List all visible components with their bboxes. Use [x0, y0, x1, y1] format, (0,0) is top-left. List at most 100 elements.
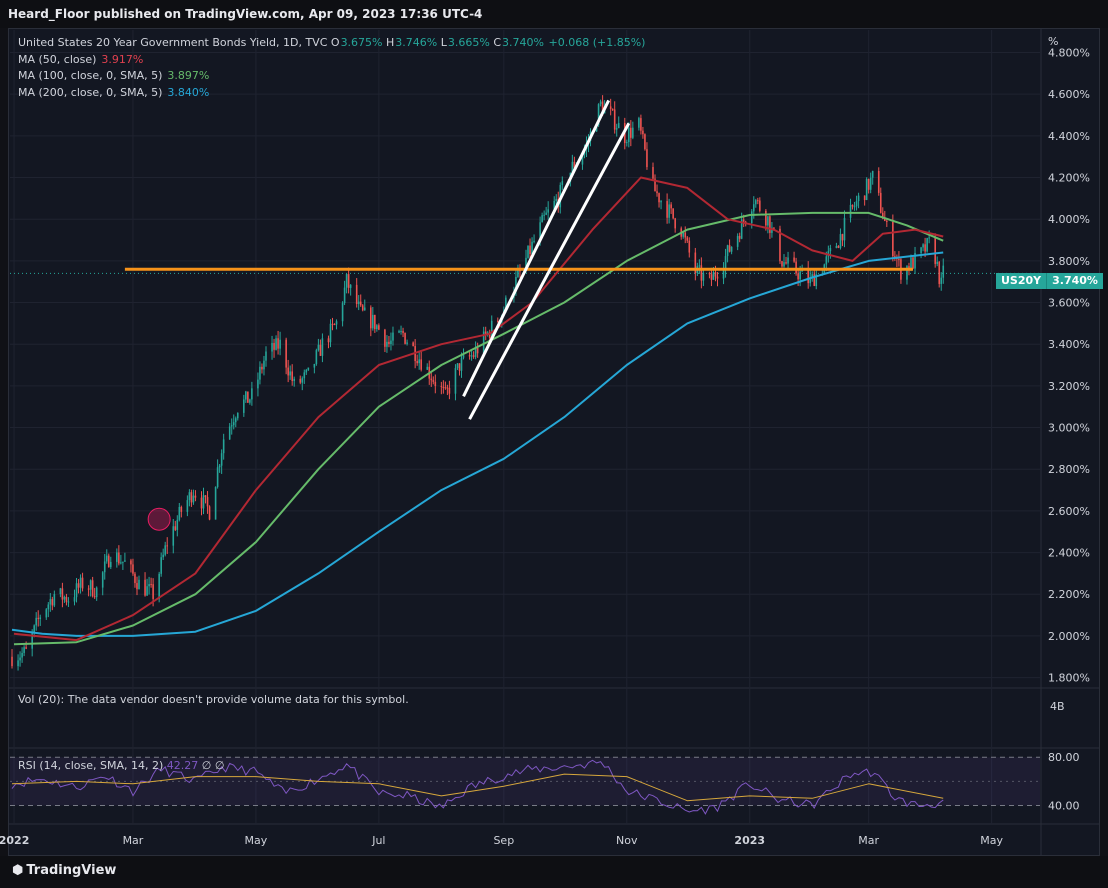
candle-body: [440, 386, 443, 388]
candle-body: [525, 257, 527, 271]
candle-body: [531, 241, 533, 255]
ma100-line: [13, 211, 944, 646]
candle-body: [164, 545, 167, 555]
candle-body: [402, 331, 404, 333]
x-tick-label: Nov: [616, 834, 638, 847]
candle-body: [192, 495, 195, 503]
legend-ma100-row[interactable]: MA (100, close, 0, SMA, 5) 3.897%: [18, 68, 645, 85]
candle-body: [652, 167, 654, 179]
candle-body: [920, 247, 922, 254]
candle-body: [257, 379, 259, 389]
candle-body: [517, 270, 519, 277]
candle-body: [940, 277, 943, 284]
rsi-extra: ∅ ∅: [201, 759, 225, 772]
candle-body: [539, 222, 541, 241]
candle-body: [186, 500, 189, 512]
high-value: 3.746%: [395, 36, 438, 49]
y-tick-label: 2.000%: [1048, 630, 1090, 643]
candle-body: [638, 118, 640, 128]
ma200-value: 3.840%: [167, 85, 210, 99]
candle-body: [251, 388, 253, 400]
y-tick-label: 1.800%: [1048, 672, 1090, 685]
candle-body: [376, 325, 378, 330]
candle-body: [230, 425, 233, 427]
candle-body: [19, 657, 21, 661]
candle-body: [420, 359, 422, 370]
candle-body: [144, 579, 146, 596]
candle-body: [101, 572, 104, 588]
candle-body: [668, 204, 670, 218]
candle-body: [335, 321, 338, 325]
channel-lower-line: [468, 122, 631, 420]
high-label: H: [386, 36, 395, 49]
close-value: 3.740%: [502, 36, 544, 49]
candle-body: [218, 465, 221, 468]
candle-body: [285, 339, 287, 368]
candle-body: [688, 240, 691, 253]
candle-body: [545, 212, 547, 215]
chart-frame[interactable]: [8, 28, 1100, 856]
candle-body: [660, 201, 662, 203]
candle-body: [430, 378, 433, 381]
candle-body: [726, 245, 729, 257]
candle-body: [25, 647, 27, 649]
candle-body: [793, 257, 795, 262]
candle-body: [482, 331, 485, 354]
y-tick-label: 3.800%: [1048, 255, 1090, 268]
candle-body: [640, 118, 642, 131]
y-tick-label: 2.800%: [1048, 463, 1090, 476]
candle-body: [849, 204, 852, 218]
candle-body: [416, 360, 418, 364]
footer-brand[interactable]: ⬢ TradingView: [12, 863, 116, 878]
candle-body: [390, 340, 392, 345]
candle-body: [815, 274, 818, 287]
candle-body: [245, 391, 247, 400]
candle-body: [714, 272, 717, 277]
candle-body: [785, 262, 787, 264]
candle-body: [158, 573, 160, 599]
candle-body: [384, 329, 386, 347]
legend-ma50-row[interactable]: MA (50, close) 3.917%: [18, 52, 645, 69]
candle-body: [148, 584, 150, 587]
candle-body: [134, 573, 136, 584]
candle-body: [472, 355, 475, 357]
candle-body: [615, 128, 618, 130]
candle-body: [708, 273, 711, 275]
candle-body: [109, 561, 112, 568]
last-price-badge: US20Y 3.740%: [996, 273, 1103, 289]
candle-body: [319, 344, 322, 356]
change-value: +0.068 (+1.85%): [548, 36, 646, 49]
candle-body: [470, 355, 473, 357]
annotations-front: [124, 99, 914, 420]
ma50-value: 3.917%: [101, 52, 144, 66]
candle-body: [116, 552, 118, 562]
candle-body: [190, 492, 193, 503]
price-chart[interactable]: 4.800% 4.600% 4.400% 4.200% 4.000% 3.800% 3.60…: [0, 0, 1108, 856]
candle-body: [666, 201, 668, 218]
candle-body: [31, 633, 33, 649]
candle-body: [781, 261, 783, 267]
candle-body: [132, 564, 134, 574]
candle-body: [105, 555, 108, 562]
candle-body: [881, 212, 884, 219]
candle-body: [400, 331, 402, 333]
candle-body: [783, 262, 785, 267]
candle-body: [851, 204, 854, 207]
highlight-circle: [147, 507, 171, 531]
candle-body: [456, 363, 459, 369]
candle-body: [174, 526, 177, 530]
candle-body: [136, 583, 138, 590]
candle-body: [468, 355, 471, 357]
candle-body: [162, 554, 164, 558]
legend-ma200-row[interactable]: MA (200, close, 0, SMA, 5) 3.840%: [18, 85, 645, 102]
candle-body: [194, 495, 197, 498]
candle-body: [359, 301, 362, 306]
candle-body: [448, 387, 451, 394]
candle-body: [460, 357, 463, 371]
candle-body: [754, 200, 757, 205]
candle-body: [89, 580, 92, 590]
x-tick-label: 2023: [734, 834, 765, 847]
candle-body: [95, 587, 98, 598]
candle-body: [87, 588, 90, 590]
x-tick-label: Jul: [371, 834, 385, 847]
